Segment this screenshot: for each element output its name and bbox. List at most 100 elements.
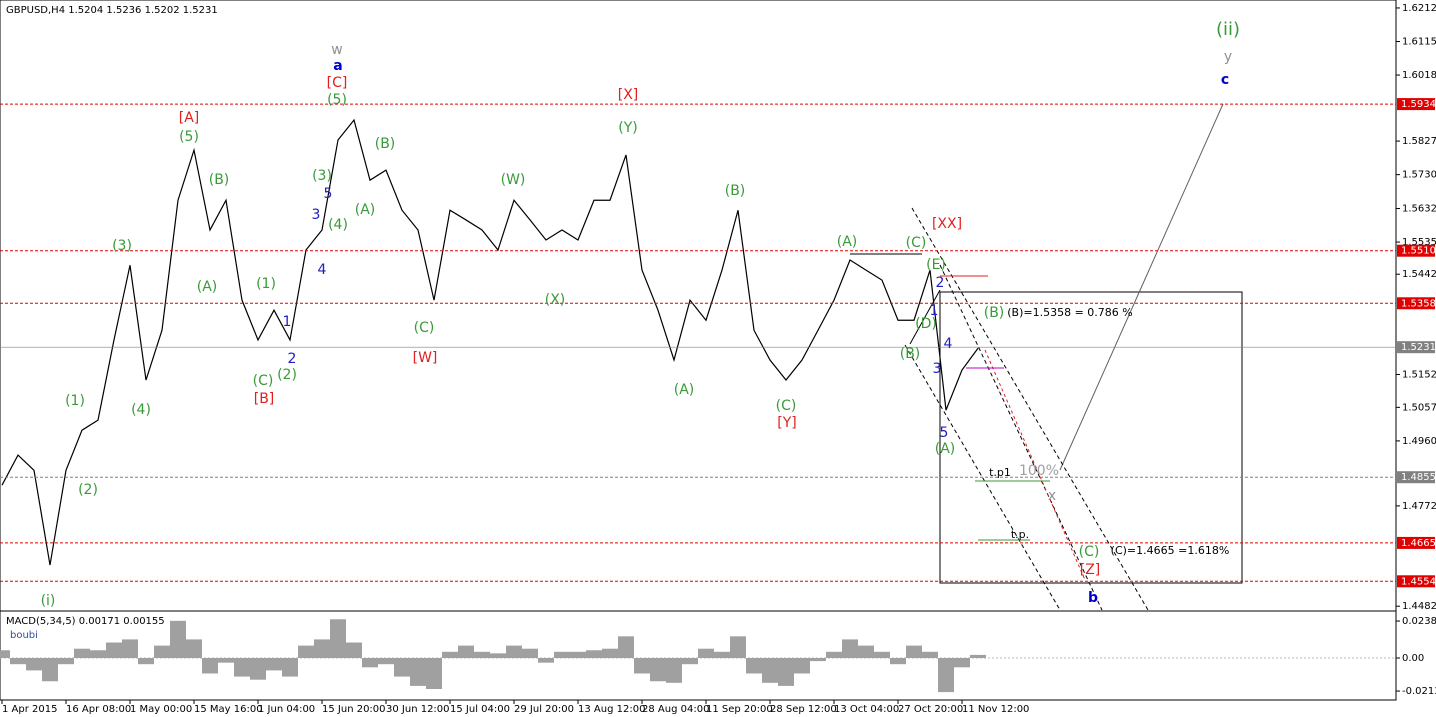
wave-label: (5)	[179, 129, 199, 145]
wave-label: (3)	[112, 238, 132, 254]
wave-label: (B)	[900, 346, 921, 362]
macd-bar	[410, 658, 426, 686]
level-tag	[1397, 575, 1435, 588]
wave-label: (1)	[65, 393, 85, 409]
macd-bar	[426, 658, 442, 689]
macd-bar	[474, 651, 490, 659]
wave-label: (C)	[776, 398, 797, 414]
macd-bar	[298, 645, 314, 659]
channel-line	[911, 207, 1149, 611]
macd-bar	[666, 658, 682, 683]
wave-label: (A)	[837, 234, 858, 250]
macd-bar	[522, 648, 538, 659]
y-tick-label: 1.6018	[1402, 70, 1436, 81]
drawings	[850, 103, 1243, 611]
wave-label: [X]	[618, 87, 639, 103]
macd-bar	[218, 658, 234, 663]
wave-label: (X)	[545, 292, 566, 308]
wave-label: w	[331, 42, 342, 58]
macd-bar	[826, 651, 842, 659]
macd-bar	[922, 651, 938, 659]
wave-label: (C)	[414, 320, 435, 336]
indicator-title: MACD(5,34,5) 0.00171 0.00155	[6, 616, 165, 627]
wave-label: (D)	[915, 316, 937, 332]
macd-bar	[634, 658, 650, 674]
wave-label: 1	[930, 303, 939, 319]
macd-bar	[346, 642, 362, 659]
macd-bar	[154, 645, 170, 659]
macd-bar	[602, 648, 618, 659]
price-line	[1, 118, 979, 566]
macd-bar	[746, 658, 762, 674]
wave-label: 3	[312, 207, 321, 223]
x-tick-label: 1 Jun 04:00	[258, 704, 315, 715]
y-tick-label: 1.5632	[1402, 204, 1436, 215]
level-label: 1.4665	[1401, 538, 1436, 549]
x-tick-label: 13 Oct 04:00	[834, 704, 899, 715]
wave-label: [C]	[327, 75, 348, 91]
wave-label: (Y)	[618, 120, 637, 136]
y-tick-label: 1.5152	[1402, 370, 1436, 381]
wave-label: (C)=1.4665 =1.618%	[1111, 544, 1230, 557]
macd-bar	[570, 651, 586, 659]
y-tick-label: 1.6212	[1402, 3, 1436, 14]
wave-label: (E)	[926, 257, 946, 273]
chart-title: GBPUSD,H4 1.5204 1.5236 1.5202 1.5231	[6, 5, 218, 16]
y-tick-label: -0.02132	[1402, 686, 1436, 697]
wave-label: (4)	[328, 217, 348, 233]
macd-bar	[794, 658, 810, 674]
wave-label: (i)	[41, 593, 56, 609]
macd-bar	[810, 658, 826, 662]
macd-bar	[586, 650, 602, 659]
y-tick-label: 0.02386	[1402, 616, 1436, 627]
x-tick-label: 11 Nov 12:00	[962, 704, 1029, 715]
x-tick-label: 1 May 00:00	[130, 704, 192, 715]
macd-bar	[874, 651, 890, 659]
wave-label: 3	[933, 361, 942, 377]
level-label: 1.5510	[1401, 246, 1436, 257]
wave-label: (ii)	[1216, 19, 1240, 40]
x-tick-label: 15 Jul 04:00	[450, 704, 510, 715]
macd-bar	[378, 658, 394, 665]
macd-bar	[970, 654, 986, 659]
level-label: 1.5934	[1401, 99, 1436, 110]
y-tick-label: 0.00	[1402, 653, 1424, 664]
x-tick-label: 30 Jun 12:00	[386, 704, 450, 715]
wave-label: (C)	[906, 235, 927, 251]
macd-bar	[650, 658, 666, 682]
macd-bar	[394, 658, 410, 677]
macd-bar	[282, 658, 298, 677]
wave-label: (2)	[277, 367, 297, 383]
wave-label: 4	[318, 262, 327, 278]
wave-label: y	[1224, 49, 1232, 65]
wave-label: (B)	[725, 183, 746, 199]
wave-label: 2	[936, 275, 945, 291]
y-tick-label: 1.4772	[1402, 501, 1436, 512]
macd-bar	[202, 658, 218, 674]
wave-label: t.p1	[989, 466, 1011, 479]
level-tag	[1397, 244, 1435, 257]
level-label: 1.5358	[1401, 298, 1436, 309]
y-tick-label: 1.5730	[1402, 170, 1436, 181]
macd-bar	[106, 642, 122, 659]
y-tick-label: 1.4960	[1402, 436, 1436, 447]
y-tick-label: 1.5535	[1402, 237, 1436, 248]
macd-bar	[250, 658, 266, 680]
x-tick-label: 11 Sep 20:00	[706, 704, 773, 715]
wave-label: (B)=1.5358 = 0.786 %	[1007, 306, 1133, 319]
wave-label: a	[333, 58, 342, 74]
x-tick-label: 13 Aug 12:00	[578, 704, 645, 715]
macd-bar	[906, 645, 922, 659]
macd-bar	[938, 658, 954, 693]
y-tick-label: 1.4482	[1402, 601, 1436, 612]
macd-bar	[186, 639, 202, 659]
wave-label: 5	[940, 425, 949, 441]
macd-bar	[442, 651, 458, 659]
level-label: 1.4855	[1401, 472, 1436, 483]
macd-bar	[730, 636, 746, 659]
macd-bar	[74, 648, 90, 659]
wave-label: (A)	[935, 441, 956, 457]
wave-label: (C)	[1079, 544, 1100, 560]
level-label: 1.4554	[1401, 576, 1436, 587]
